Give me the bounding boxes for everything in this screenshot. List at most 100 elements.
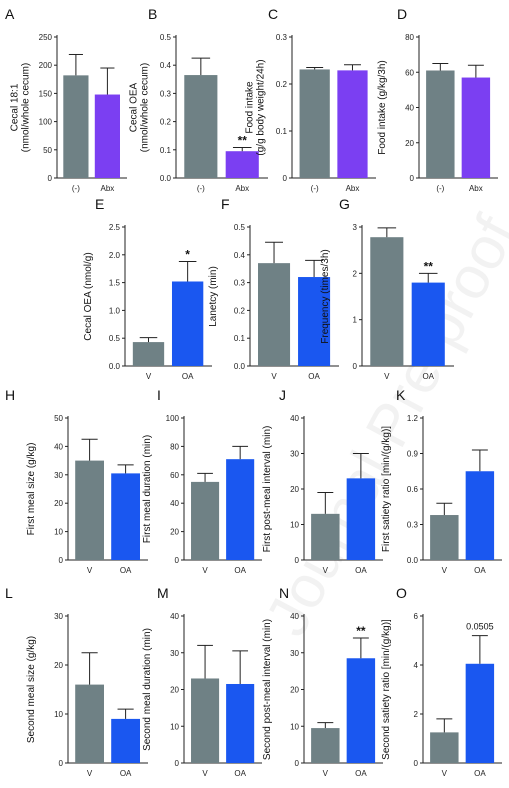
y-tick-label: 0 bbox=[175, 556, 180, 565]
y-tick-label: 10 bbox=[170, 722, 179, 731]
y-tick-label: 0.4 bbox=[234, 251, 246, 260]
y-axis-label: Lanetcy (min) bbox=[208, 266, 219, 327]
bar-oa-k bbox=[465, 471, 495, 560]
y-tick-label: 10 bbox=[290, 722, 299, 731]
panel-letter: E bbox=[95, 196, 104, 212]
chart-panel-n: N 0 10 20 30 40 Second post-meal interval (min… bbox=[262, 585, 383, 778]
y-tick-label: 0.0 bbox=[109, 362, 121, 371]
category-label: OA bbox=[182, 372, 194, 381]
y-axis-label: First satiety ratio [min/(g/kg)] bbox=[381, 426, 392, 552]
y-tick-label: 0 bbox=[414, 759, 419, 768]
y-tick-label: 10 bbox=[290, 521, 299, 530]
category-label: V bbox=[323, 769, 329, 778]
y-tick-label: 0.4 bbox=[160, 61, 172, 70]
panel-letter: C bbox=[268, 6, 278, 22]
y-tick-label: 0 bbox=[410, 174, 415, 183]
y-tick-label: 50 bbox=[43, 146, 52, 155]
significance-label: ** bbox=[356, 624, 366, 638]
significance-label: ** bbox=[424, 259, 434, 273]
y-tick-label: 40 bbox=[54, 442, 63, 451]
category-label: V bbox=[442, 566, 448, 575]
y-tick-label: 0 bbox=[283, 174, 288, 183]
chart-panel-c: C 0 0.1 0.2 0.3 Food intake (g/g body weight/2… bbox=[245, 6, 376, 193]
y-tick-label: 20 bbox=[170, 686, 179, 695]
bar-v-n bbox=[311, 728, 340, 763]
y-axis-label: (g/g body weight/24h) bbox=[256, 59, 267, 155]
y-tick-label: 30 bbox=[54, 471, 63, 480]
category-label: OA bbox=[474, 566, 486, 575]
y-tick-label: 0.1 bbox=[276, 127, 288, 136]
bar-oa-f bbox=[298, 277, 331, 366]
y-axis-label: First meal size (g/kg) bbox=[26, 443, 37, 536]
bar-v-g bbox=[370, 237, 404, 366]
category-label: V bbox=[87, 769, 93, 778]
y-axis-label: Second post-meal interval (min) bbox=[262, 619, 273, 760]
chart-panel-k: K 0.0 0.3 0.6 0.9 1.2 First satiety ratio [min… bbox=[381, 387, 502, 575]
bar--a bbox=[63, 75, 89, 178]
y-axis-label: Second meal size (g/kg) bbox=[26, 636, 37, 743]
bar--b bbox=[184, 75, 218, 178]
panel-letter: B bbox=[148, 6, 157, 22]
y-tick-label: 20 bbox=[170, 528, 179, 537]
category-label: V bbox=[271, 372, 277, 381]
y-axis-label: (nmol/whole cecum) bbox=[21, 63, 32, 152]
y-axis-label: Frequency (times/3h) bbox=[320, 249, 331, 343]
y-tick-label: 40 bbox=[170, 499, 179, 508]
y-tick-label: 30 bbox=[54, 612, 63, 621]
chart-panel-a: A 0 50 100 150 200 250 Cecal 18:1 (nmol/whole ce… bbox=[5, 6, 127, 193]
bar-abx-b bbox=[225, 151, 259, 178]
bar-v-k bbox=[430, 515, 459, 560]
y-tick-label: 80 bbox=[405, 33, 414, 42]
panel-letter: A bbox=[5, 6, 15, 22]
y-tick-label: 40 bbox=[290, 414, 299, 423]
bar-oa-h bbox=[111, 473, 140, 560]
y-tick-label: 4 bbox=[414, 661, 419, 670]
category-label: V bbox=[202, 769, 208, 778]
y-tick-label: 0.0 bbox=[234, 362, 246, 371]
y-tick-label: 0 bbox=[59, 759, 64, 768]
y-tick-label: 0.1 bbox=[234, 334, 246, 343]
y-tick-label: 0.1 bbox=[160, 146, 172, 155]
y-tick-label: 30 bbox=[170, 649, 179, 658]
bar-v-f bbox=[258, 263, 291, 366]
y-tick-label: 50 bbox=[54, 414, 63, 423]
y-tick-label: 20 bbox=[54, 499, 63, 508]
y-tick-label: 0.5 bbox=[234, 223, 246, 232]
bar-v-l bbox=[75, 684, 104, 763]
bar-v-h bbox=[75, 460, 104, 560]
chart-panel-d: D 0 20 40 60 80 Food intake (g/kg/3h) (-) Abx bbox=[377, 6, 498, 193]
category-label: OA bbox=[355, 769, 367, 778]
y-tick-label: 20 bbox=[405, 139, 414, 148]
y-tick-label: 0.3 bbox=[407, 521, 419, 530]
category-label: (-) bbox=[197, 184, 205, 193]
y-tick-label: 30 bbox=[290, 649, 299, 658]
panel-letter: K bbox=[396, 387, 406, 403]
y-tick-label: 10 bbox=[54, 710, 63, 719]
panel-letter: J bbox=[279, 387, 286, 403]
bar-oa-l bbox=[111, 718, 140, 763]
significance-label: ** bbox=[238, 134, 248, 148]
panel-letter: G bbox=[339, 196, 350, 212]
bar--c bbox=[299, 69, 330, 178]
y-tick-label: 0 bbox=[175, 759, 180, 768]
category-label: OA bbox=[234, 566, 246, 575]
category-label: Abx bbox=[469, 184, 483, 193]
y-tick-label: 1.0 bbox=[109, 306, 121, 315]
y-axis-label: (nmol/whole cecum) bbox=[140, 63, 151, 152]
category-label: (-) bbox=[311, 184, 319, 193]
y-tick-label: 0.2 bbox=[160, 118, 172, 127]
y-tick-label: 40 bbox=[290, 612, 299, 621]
category-label: V bbox=[442, 769, 448, 778]
chart-panel-b: B 0.0 0.1 0.2 0.3 0.4 0.5 Cecal OEA (nmol/whole … bbox=[129, 6, 268, 193]
y-tick-label: 0 bbox=[295, 759, 300, 768]
category-label: (-) bbox=[72, 184, 80, 193]
y-tick-label: 1 bbox=[353, 316, 358, 325]
bar-oa-n bbox=[346, 658, 376, 763]
bar-oa-i bbox=[226, 459, 255, 560]
chart-panel-m: M 0 10 20 30 40 Second meal duration (min) V OA bbox=[142, 585, 262, 778]
chart-panel-f: F 0.0 0.1 0.2 0.3 0.4 0.5 Lanetcy (min) V OA bbox=[208, 196, 339, 381]
y-tick-label: 100 bbox=[166, 414, 180, 423]
y-tick-label: 2.5 bbox=[109, 223, 121, 232]
y-tick-label: 0.6 bbox=[407, 485, 419, 494]
